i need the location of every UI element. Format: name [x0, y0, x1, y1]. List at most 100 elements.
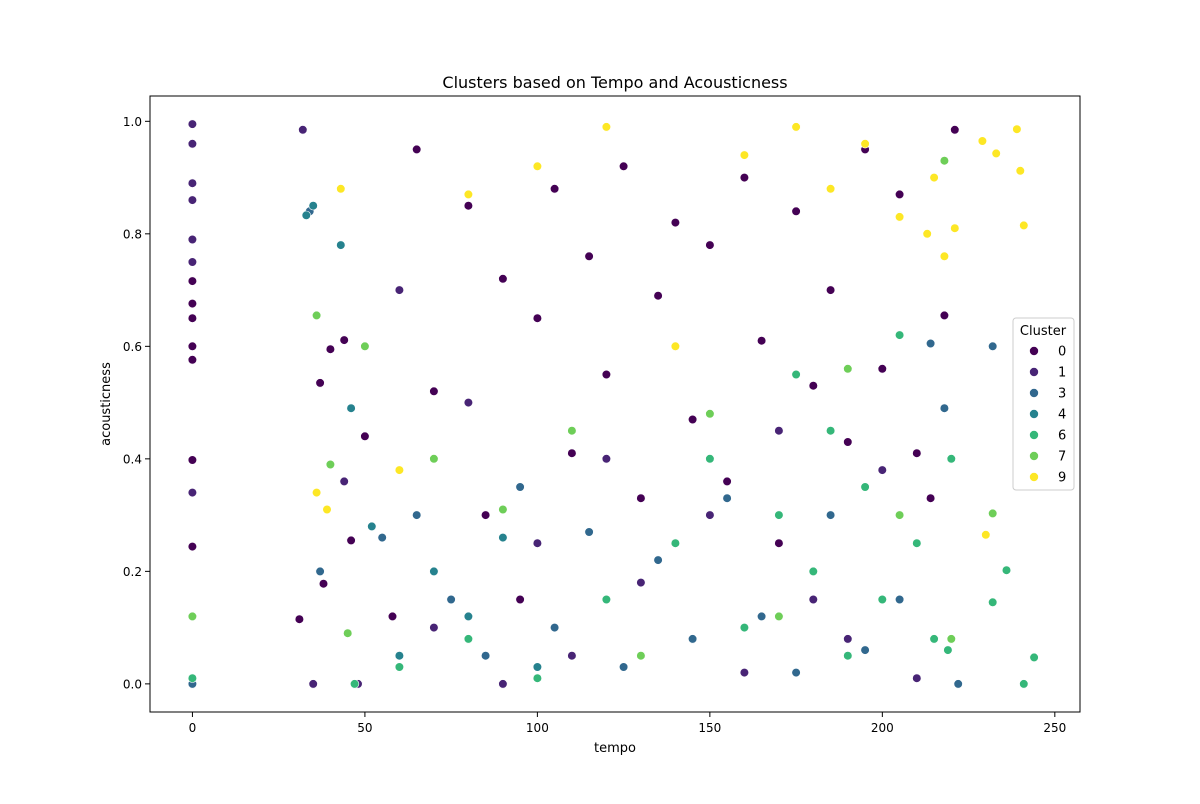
scatter-point: [929, 634, 939, 644]
scatter-point: [1015, 166, 1025, 176]
scatter-point: [946, 454, 956, 464]
legend-marker: [1029, 472, 1039, 482]
scatter-point: [567, 426, 577, 436]
scatter-point: [950, 125, 960, 135]
scatter-point: [584, 527, 594, 537]
scatter-point: [670, 341, 681, 351]
scatter-point: [463, 201, 474, 211]
scatter-point: [515, 482, 525, 492]
scatter-point: [636, 493, 646, 503]
scatter-point: [532, 538, 543, 548]
scatter-point: [498, 504, 508, 515]
legend-label: 6: [1058, 429, 1066, 444]
scatter-point: [843, 634, 853, 644]
scatter-point: [791, 206, 801, 216]
scatter-point: [860, 645, 870, 655]
scatter-point: [532, 662, 543, 672]
scatter-point: [394, 651, 405, 661]
scatter-point: [922, 229, 932, 239]
scatter-point: [187, 355, 197, 365]
scatter-point: [601, 122, 612, 132]
scatter-point: [843, 437, 853, 447]
scatter-point: [636, 577, 646, 588]
scatter-point: [877, 364, 887, 374]
scatter-point: [977, 136, 988, 146]
legend-items: 0 1 3 4 6 7 9: [1029, 345, 1066, 486]
scatter-point: [187, 234, 197, 245]
scatter-point: [463, 634, 474, 644]
scatter-point: [387, 611, 398, 622]
scatter-point: [346, 535, 356, 546]
scatter-point: [774, 611, 784, 622]
legend-label: 4: [1058, 408, 1066, 423]
scatter-point: [187, 276, 197, 286]
y-tick-label: 0.4: [123, 452, 142, 466]
scatter-point: [601, 594, 612, 605]
scatter-point: [294, 614, 305, 624]
scatter-point: [187, 178, 197, 188]
legend-box: [1012, 317, 1075, 491]
legend-title: Cluster: [1020, 324, 1067, 339]
scatter-point: [187, 119, 197, 129]
scatter-point: [705, 510, 715, 520]
legend: Cluster 0 1 3 4 6 7 9: [1012, 317, 1075, 491]
scatter-point: [925, 338, 936, 349]
y-tick-label: 0.0: [123, 677, 142, 691]
scatter-point: [187, 299, 197, 309]
scatter-point: [1029, 652, 1039, 663]
scatter-point: [756, 336, 767, 346]
scatter-point: [705, 240, 715, 250]
scatter-point: [929, 173, 939, 183]
scatter-point: [722, 476, 732, 487]
scatter-point: [308, 201, 318, 211]
scatter-point: [498, 274, 508, 284]
scatter-point: [939, 403, 950, 413]
scatter-point: [618, 161, 629, 171]
scatter-point: [446, 594, 456, 605]
scatter-point: [187, 541, 197, 552]
scatter-point: [943, 645, 953, 655]
scatter-point: [791, 667, 801, 678]
scatter-point: [412, 144, 422, 154]
x-tick-label: 200: [871, 721, 894, 735]
scatter-point: [308, 679, 318, 689]
scatter-point: [350, 679, 360, 689]
scatter-point: [187, 313, 197, 323]
scatter-point: [394, 285, 405, 295]
scatter-point: [532, 161, 543, 171]
scatter-point: [988, 341, 998, 351]
scatter-point: [739, 667, 750, 678]
scatter-point: [187, 455, 197, 465]
scatter-point: [315, 378, 325, 388]
scatter-point: [312, 488, 322, 498]
scatter-point: [187, 341, 197, 351]
plot-frame: [149, 95, 1081, 713]
scatter-point: [394, 465, 405, 475]
scatter-point: [498, 679, 508, 689]
scatter-point: [315, 566, 325, 577]
scatter-point: [791, 369, 801, 380]
scatter-point: [705, 454, 715, 464]
scatter-point: [325, 344, 336, 354]
scatter-point: [894, 212, 905, 222]
scatter-point: [925, 493, 936, 503]
scatter-point: [312, 310, 322, 321]
scatter-point: [988, 508, 998, 519]
scatter-point: [515, 594, 525, 605]
scatter-point: [187, 257, 197, 267]
scatter-point: [394, 662, 405, 672]
scatter-point: [739, 173, 750, 183]
scatter-point: [653, 291, 663, 301]
scatter-point: [346, 403, 356, 413]
legend-label: 0: [1058, 345, 1066, 360]
scatter-point: [894, 510, 905, 520]
scatter-point: [336, 184, 346, 194]
scatter-point: [481, 510, 491, 520]
chart-title: Clusters based on Tempo and Acousticness: [442, 73, 787, 92]
scatter-point: [601, 454, 612, 464]
scatter-point: [1012, 124, 1022, 134]
scatter-point: [808, 381, 818, 391]
scatter-point: [877, 465, 887, 475]
scatter-point: [636, 651, 646, 661]
scatter-point: [991, 148, 1001, 158]
